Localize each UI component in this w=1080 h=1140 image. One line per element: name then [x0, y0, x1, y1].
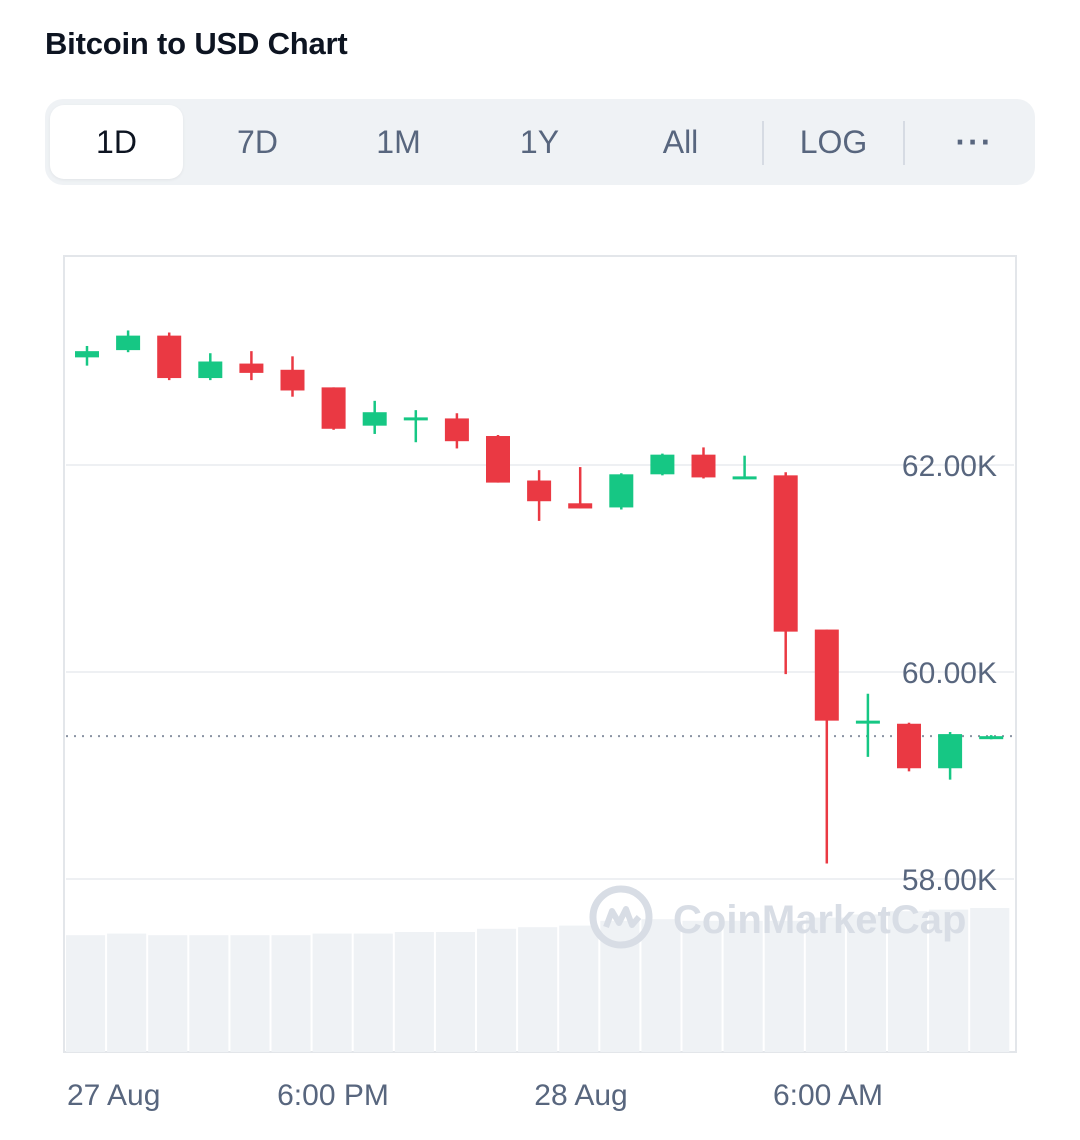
volume-bar: [559, 925, 599, 1052]
candle-up: [609, 473, 634, 510]
volume-bar: [888, 911, 928, 1052]
candle-body: [362, 412, 387, 426]
tab-1d[interactable]: 1D: [50, 105, 183, 179]
candle-body: [732, 476, 757, 480]
candle-body: [75, 351, 99, 358]
candle-up: [75, 345, 99, 366]
candle-down: [321, 387, 346, 430]
candle-body: [198, 361, 223, 379]
volume-bar: [929, 909, 969, 1052]
candle-up: [403, 410, 428, 443]
tab-1m[interactable]: 1M: [376, 123, 421, 160]
candle-body: [403, 417, 428, 421]
volume-bar: [518, 927, 558, 1052]
candle-up: [650, 453, 675, 476]
candle-body: [814, 629, 839, 721]
candle-up: [116, 330, 141, 353]
candle-down: [568, 467, 593, 509]
volume-bar: [970, 908, 1010, 1052]
y-axis-tick-label: 58.00K: [902, 864, 997, 897]
volume-bar: [353, 933, 393, 1052]
candle-down: [280, 356, 305, 397]
candle-up: [198, 353, 223, 381]
candle-body: [527, 480, 552, 502]
tab-7d[interactable]: 7D: [237, 123, 278, 160]
candle-body: [650, 454, 675, 475]
y-axis-tick-label: 60.00K: [902, 657, 997, 690]
volume-bar: [312, 933, 352, 1052]
candle-up: [979, 735, 1004, 740]
candle-body: [116, 335, 141, 351]
more-horizontal-icon[interactable]: ···: [955, 123, 994, 160]
candle-body: [239, 363, 264, 373]
volume-bar: [477, 928, 517, 1052]
x-axis-tick-label: 6:00 PM: [277, 1079, 389, 1112]
candle-down: [773, 472, 798, 675]
candle-up: [855, 693, 880, 757]
log-scale-toggle[interactable]: LOG: [799, 123, 868, 160]
candle-up: [362, 400, 387, 434]
volume-bar: [764, 920, 804, 1052]
candle-body: [280, 369, 305, 391]
volume-bar: [435, 932, 475, 1052]
volume-bar: [682, 920, 722, 1052]
volume-bar: [394, 932, 434, 1052]
candle-body: [321, 387, 346, 429]
candle-body: [157, 335, 182, 379]
x-axis-tick-label: 6:00 AM: [773, 1079, 883, 1112]
volume-bar: [641, 919, 681, 1052]
candle-body: [855, 720, 880, 724]
candle-body: [444, 418, 469, 442]
candle-body: [938, 734, 963, 769]
coinmarketcap-logo-icon: [589, 885, 653, 949]
volume-bar: [107, 933, 147, 1052]
watermark: CoinMarketCap: [589, 885, 966, 949]
candle-down: [486, 434, 510, 483]
candle-body: [609, 474, 634, 508]
volume-bar: [805, 917, 845, 1052]
tab-1y[interactable]: 1Y: [519, 123, 560, 160]
candle-body: [979, 736, 1004, 740]
x-axis-tick-label: 27 Aug: [67, 1079, 160, 1112]
volume-bar: [189, 935, 229, 1052]
candle-body: [568, 503, 593, 509]
volume-bar: [846, 914, 886, 1052]
candle-down: [157, 332, 182, 381]
candle-body: [691, 454, 716, 478]
candle-body: [486, 436, 510, 483]
volume-bar: [148, 935, 188, 1052]
volume-bar: [66, 935, 106, 1052]
candle-down: [897, 722, 921, 772]
tab-divider: [903, 121, 905, 165]
candle-down: [444, 413, 469, 449]
page-title: Bitcoin to USD Chart: [45, 26, 348, 61]
candle-down: [239, 351, 264, 381]
time-range-selector: 1D 7D 1M 1Y All LOG ···: [45, 99, 1035, 185]
candle-body: [773, 475, 798, 632]
tab-divider: [762, 121, 764, 165]
y-axis-tick-label: 62.00K: [902, 450, 997, 483]
volume-bar: [723, 920, 763, 1052]
watermark-text: CoinMarketCap: [673, 898, 966, 942]
candle-body: [897, 723, 921, 769]
candle-up: [732, 455, 757, 480]
x-axis-tick-label: 28 Aug: [534, 1079, 627, 1112]
tab-all[interactable]: All: [662, 123, 699, 160]
candle-down: [527, 470, 552, 521]
candle-down: [691, 447, 716, 479]
volume-bar: [230, 935, 270, 1052]
volume-bar: [271, 935, 311, 1052]
candle-up: [938, 732, 963, 780]
candle-down: [814, 629, 839, 864]
